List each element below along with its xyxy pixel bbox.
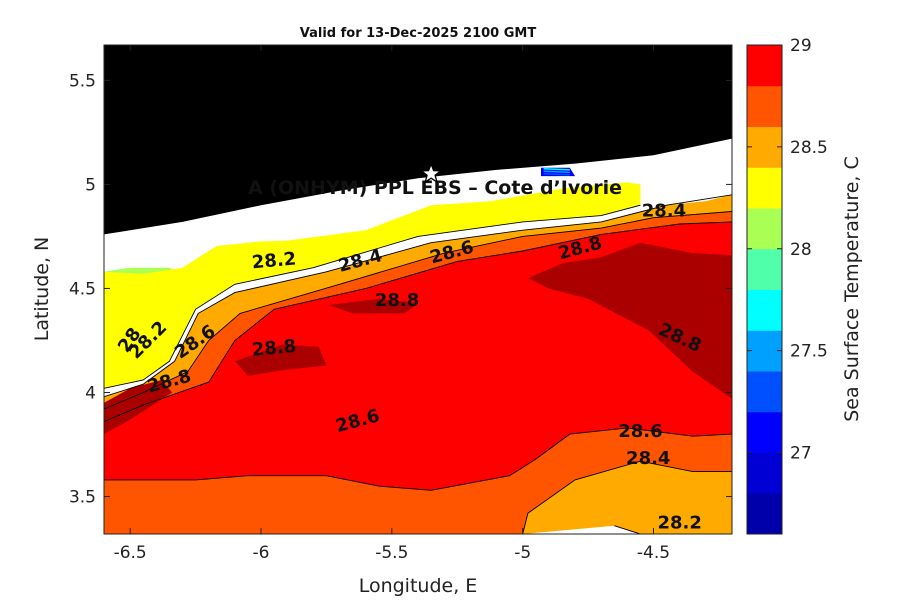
y-tick-label: 4.5 bbox=[69, 279, 96, 299]
colorbar-swatch bbox=[747, 493, 782, 535]
x-tick-label: -6.5 bbox=[114, 543, 147, 563]
colorbar-label: Sea Surface Temperature, C bbox=[841, 156, 863, 422]
x-tick-label: -4.5 bbox=[637, 543, 670, 563]
colorbar-swatch bbox=[747, 167, 782, 209]
y-tick-label: 4 bbox=[85, 384, 96, 404]
colorbar-tick-label: 28 bbox=[790, 240, 812, 260]
colorbar-swatch bbox=[747, 330, 782, 372]
colorbar bbox=[747, 45, 782, 535]
contour-28-8 bbox=[104, 221, 732, 423]
colorbar-swatch bbox=[747, 45, 782, 87]
y-axis: 3.5 4 4.5 5 5.5 bbox=[69, 71, 732, 508]
site-star-marker bbox=[419, 162, 443, 184]
x-axis: -6.5 -6 -5.5 -5 -4.5 bbox=[114, 45, 670, 563]
contour-28-6-south bbox=[522, 460, 732, 534]
blue-cluster-stripe bbox=[543, 168, 570, 171]
annotation-layer: A (ONHYM) PPL EBS – Cote d’Ivorie bbox=[248, 177, 622, 199]
blue-cluster-stripe bbox=[543, 173, 570, 176]
contour-28-4-south bbox=[614, 525, 641, 534]
plot-frame bbox=[103, 44, 733, 535]
colorbar-tick-label: 27.5 bbox=[790, 342, 828, 362]
colorbar-swatch bbox=[747, 452, 782, 494]
colorbar-swatch bbox=[747, 85, 782, 127]
x-tick-label: -5.5 bbox=[375, 543, 408, 563]
colorbar-swatch bbox=[747, 208, 782, 250]
colorbar-swatch bbox=[747, 411, 782, 453]
contour-28-2-mid bbox=[104, 204, 641, 389]
y-tick-label: 5 bbox=[85, 175, 96, 195]
colorbar-frame bbox=[746, 44, 783, 535]
site-annotation: A (ONHYM) PPL EBS – Cote d’Ivorie bbox=[248, 177, 622, 199]
colorbar-swatch bbox=[747, 289, 782, 331]
contour-label: 28.2 bbox=[657, 513, 701, 534]
contour-label: 28.4 bbox=[626, 448, 670, 469]
colorbar-tick-label: 28.5 bbox=[790, 138, 828, 158]
colorbar-tick-label: 27 bbox=[790, 444, 812, 464]
y-tick-label: 3.5 bbox=[69, 488, 96, 508]
blue-cluster-stripe bbox=[543, 170, 570, 174]
colorbar-swatch bbox=[747, 126, 782, 168]
y-tick-label: 5.5 bbox=[69, 71, 96, 91]
contour-label: 28.4 bbox=[642, 200, 686, 221]
region-lev29-north bbox=[329, 298, 418, 314]
colorbar-ticks: 27 27.5 28 28.5 29 bbox=[747, 36, 828, 464]
x-tick-label: -6 bbox=[253, 543, 270, 563]
contour-label: 28.6 bbox=[618, 421, 662, 442]
contour-label: 28.8 bbox=[251, 336, 297, 361]
contour-label: 28.8 bbox=[375, 290, 419, 311]
region-lev29-center bbox=[234, 344, 327, 376]
contour-fill-layer bbox=[104, 45, 732, 534]
land-mass bbox=[104, 45, 732, 235]
contour-label: 28.2 bbox=[251, 249, 297, 274]
colorbar-swatch bbox=[747, 371, 782, 413]
contour-line-layer bbox=[104, 194, 732, 534]
y-axis-label: Latitude, N bbox=[31, 237, 53, 342]
nodata-coastal-strip bbox=[104, 142, 732, 272]
colorbar-tick-label: 29 bbox=[790, 36, 812, 56]
site-marker-layer bbox=[419, 162, 443, 184]
colorbar-swatch bbox=[747, 248, 782, 290]
contour-28-6 bbox=[104, 211, 732, 410]
region-lev29-east bbox=[527, 242, 732, 399]
x-tick-label: -5 bbox=[514, 543, 531, 563]
contour-28-4 bbox=[104, 194, 732, 398]
chart-title: Valid for 13-Dec-2025 2100 GMT bbox=[300, 26, 537, 41]
region-lev28-2 bbox=[104, 182, 641, 389]
contour-28-8-south bbox=[104, 427, 732, 491]
x-axis-label: Longitude, E bbox=[359, 575, 478, 597]
